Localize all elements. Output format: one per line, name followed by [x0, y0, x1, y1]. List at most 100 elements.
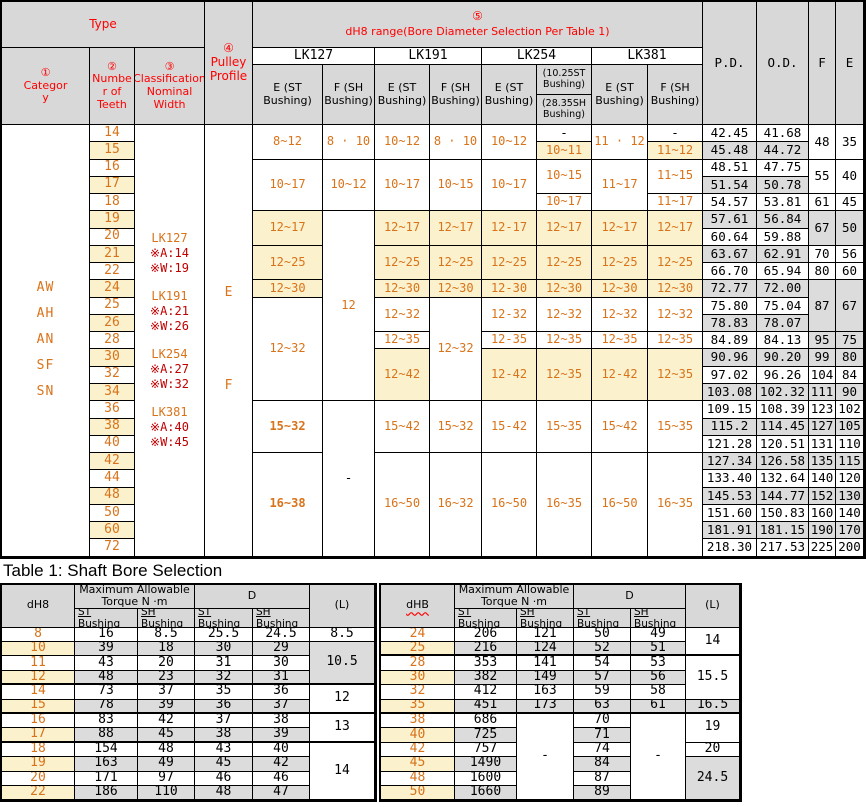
d-sh-cell: 46: [253, 771, 310, 786]
torque-sh-cell: 8.5: [138, 627, 195, 643]
pd-cell: 51.54: [703, 176, 757, 195]
st-bushing-header: ST Bushing: [75, 608, 138, 628]
f-width-cell: 131: [809, 435, 836, 454]
bore-range-cell: -: [323, 401, 375, 557]
st-bushing-header: ST Bushing: [574, 608, 631, 628]
torque-st-cell: 1600: [455, 771, 517, 786]
torque-sh-cell: 20: [138, 656, 195, 671]
f-width-cell: 99: [809, 349, 836, 367]
l-length-cell: 14: [310, 742, 375, 801]
d-st-cell: 54: [574, 656, 631, 671]
pd-cell: 115.2: [703, 418, 757, 436]
bore-range-cell: 11~17: [648, 194, 703, 212]
bore-range-cell: 12~35: [537, 332, 592, 350]
d-sh-cell: 36: [253, 685, 310, 700]
f-width-cell: 160: [809, 504, 836, 523]
od-cell: 59.88: [757, 228, 809, 246]
sh-bushing-header: SH Bushing: [138, 608, 195, 628]
d-st-cell: 36: [195, 699, 253, 714]
f-width-cell: 70: [809, 245, 836, 264]
bore-diameter-cell: 10: [2, 642, 75, 657]
torque-st-cell: 39: [75, 642, 138, 657]
l-length-cell: 24.5: [686, 757, 740, 801]
bore-diameter-cell: 45: [381, 757, 455, 772]
lk127-e-st-header: E (ST Bushing): [253, 65, 323, 125]
teeth-cell: 38: [90, 418, 135, 436]
bore-range-cell: 12~17: [253, 211, 323, 246]
circled-5-label: ⑤: [472, 9, 483, 24]
bore-range-cell: 12~25: [648, 245, 703, 281]
bore-range-cell: 15~35: [648, 401, 703, 454]
d-sh-cell: 58: [631, 685, 686, 700]
od-cell: 78.07: [757, 314, 809, 333]
bore-range-cell: 10~17: [537, 194, 592, 212]
od-cell: 75.04: [757, 297, 809, 315]
teeth-cell: 30: [90, 349, 135, 367]
l-length-cell: 14: [686, 627, 740, 657]
bore-diameter-cell: 18: [2, 742, 75, 758]
bore-diameter-cell: 24: [381, 627, 455, 643]
lk191-w-note: ※W:26: [150, 318, 189, 333]
torque-st-cell: 412: [455, 685, 517, 700]
d-st-cell: 50: [574, 627, 631, 643]
teeth-cell: 40: [90, 435, 135, 454]
bore-diameter-cell: 28: [381, 656, 455, 671]
shaft-bore-tables: dH8 Maximum Allowable Torque N ·m D (L) …: [0, 582, 866, 803]
bore-diameter-cell: 20: [2, 771, 75, 786]
d-st-cell: 46: [195, 771, 253, 786]
torque-sh-cell: 121: [517, 627, 574, 643]
d-sh-merged-dash: -: [631, 713, 686, 801]
bore-range-cell: 12~17: [430, 211, 482, 246]
table1-title: Table 1: Shaft Bore Selection: [3, 560, 223, 580]
pd-cell: 109.15: [703, 401, 757, 419]
dhb-header: dHB: [381, 584, 455, 628]
bore-range-cell: 12~17: [648, 211, 703, 246]
l-length-cell: 16.5: [686, 699, 740, 714]
lk254-w-note: ※W:32: [150, 376, 189, 391]
pd-cell: 218.30: [703, 539, 757, 557]
f-width-cell: 95: [809, 332, 836, 350]
od-cell: 217.53: [757, 539, 809, 557]
bore-range-cell: 10~12: [323, 159, 375, 212]
bore-range-cell: -: [537, 125, 592, 143]
od-cell: 62.91: [757, 245, 809, 264]
pd-cell: 57.61: [703, 211, 757, 229]
teeth-cell: 44: [90, 470, 135, 488]
torque-st-cell: 216: [455, 642, 517, 657]
l-header: (L): [310, 584, 375, 628]
torque-st-cell: 88: [75, 728, 138, 743]
bore-range-cell: 10~12: [482, 125, 537, 160]
torque-st-cell: 171: [75, 771, 138, 786]
torque-sh-cell: 48: [138, 742, 195, 758]
f-width-cell: 123: [809, 401, 836, 419]
bore-range-cell: 12-30: [482, 280, 537, 298]
f-width-cell: 80: [809, 263, 836, 281]
teeth-cell: 42: [90, 453, 135, 471]
number-of-teeth-header: ② Numbe r of Teeth: [90, 48, 135, 125]
bore-range-cell: 12~32: [430, 297, 482, 402]
d-sh-cell: 53: [631, 656, 686, 671]
bore-range-cell: 12~30: [430, 280, 482, 298]
lk254-label: LK254: [151, 346, 188, 361]
e-width-cell: 140: [836, 504, 864, 523]
d-sh-cell: 24.5: [253, 627, 310, 643]
torque-st-cell: 78: [75, 699, 138, 714]
bore-range-cell: 12~32: [375, 297, 430, 333]
od-cell: 102.32: [757, 383, 809, 402]
pd-cell: 63.67: [703, 245, 757, 264]
bore-diameter-cell: 11: [2, 656, 75, 671]
bore-diameter-cell: 19: [2, 757, 75, 772]
bore-range-cell: 12~17: [592, 211, 648, 246]
teeth-cell: 28: [90, 332, 135, 350]
f-width-cell: 87: [809, 280, 836, 333]
pd-cell: 97.02: [703, 366, 757, 384]
bore-range-cell: 15~35: [537, 401, 592, 454]
lk127-w-note: ※W:19: [150, 260, 189, 275]
l-length-cell: 10.5: [310, 642, 375, 686]
e-width-cell: 67: [836, 280, 864, 333]
bore-range-cell: 16~35: [648, 453, 703, 557]
bore-range-cell: 16~50: [482, 453, 537, 557]
pulley-profile-header: ④ Pulley Profile: [205, 2, 253, 125]
bore-diameter-cell: 22: [2, 785, 75, 801]
d-st-cell: 43: [195, 742, 253, 758]
